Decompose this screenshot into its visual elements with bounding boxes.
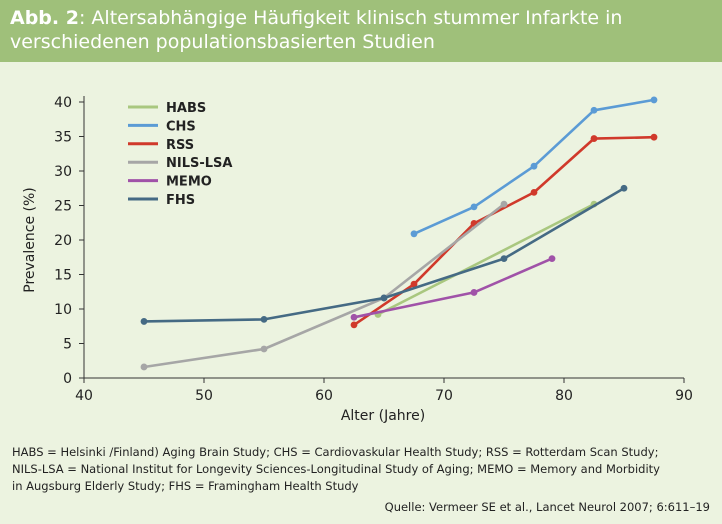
source-citation: Quelle: Vermeer SE et al., Lancet Neurol…	[384, 500, 710, 514]
legend-label: CHS	[166, 119, 196, 134]
y-tick-label: 10	[54, 302, 72, 318]
data-point	[470, 289, 478, 296]
y-tick-label: 20	[54, 233, 72, 249]
abbreviation-footnote: HABS = Helsinki /Finland) Aging Brain St…	[12, 444, 712, 495]
figure-title-block: Abb. 2: Altersabhängige Häufigkeit klini…	[10, 6, 710, 54]
data-point	[140, 363, 148, 371]
y-tick-label: 25	[54, 199, 72, 215]
figure-title: Altersabhängige Häufigkeit klinisch stum…	[10, 7, 623, 53]
chart-legend: HABS CHS RSS NILS-LSA MEMO FHS	[128, 101, 232, 208]
data-point	[650, 96, 658, 104]
series-line	[353, 135, 655, 326]
y-tick-label: 40	[54, 95, 72, 111]
data-point	[530, 188, 538, 196]
data-point	[350, 313, 358, 321]
series-line	[377, 202, 595, 316]
data-point	[350, 321, 358, 329]
data-point	[650, 133, 658, 141]
y-tick-label: 30	[54, 164, 72, 180]
data-point	[548, 255, 556, 263]
x-tick-label: 90	[675, 388, 693, 404]
data-point	[410, 230, 418, 238]
x-tick-label: 60	[315, 388, 333, 404]
legend-label: HABS	[166, 101, 206, 116]
chart-axes: 0 5 10 15 20 25 30 35 40 40 50 60 70 80 90	[54, 95, 693, 404]
y-tick-label: 0	[63, 371, 72, 387]
data-point	[530, 162, 538, 170]
legend-label: FHS	[166, 193, 195, 208]
y-tick-label: 5	[63, 337, 72, 353]
series-line	[143, 187, 625, 323]
figure-label-separator: :	[78, 7, 86, 29]
series-fhs	[140, 184, 628, 325]
y-axis-label: Prevalence (%)	[22, 187, 38, 293]
series-line	[353, 257, 553, 319]
legend-label: MEMO	[166, 175, 212, 190]
series-memo	[350, 255, 556, 321]
data-point	[500, 200, 508, 208]
data-point	[410, 280, 418, 288]
data-point	[140, 318, 148, 325]
x-axis-label: Alter (Jahre)	[341, 408, 425, 424]
legend-label: RSS	[166, 138, 194, 153]
data-point	[470, 203, 478, 211]
x-tick-label: 50	[195, 388, 213, 404]
series-line	[143, 203, 505, 369]
footnote-line: in Augsburg Elderly Study; FHS = Framing…	[12, 479, 359, 493]
y-tick-label: 15	[54, 268, 72, 284]
chart-series-lines	[140, 96, 658, 371]
data-point	[590, 106, 598, 114]
footnote-line: NILS-LSA = National Institut for Longevi…	[12, 462, 660, 476]
data-point	[590, 135, 598, 142]
figure-header: Abb. 2: Altersabhängige Häufigkeit klini…	[0, 0, 722, 62]
x-tick-label: 40	[75, 388, 93, 404]
series-rss	[350, 133, 658, 329]
figure-label: Abb. 2	[10, 7, 79, 29]
data-point	[260, 345, 268, 353]
data-point	[380, 294, 388, 302]
prevalence-line-chart: 0 5 10 15 20 25 30 35 40 40 50 60 70 80 90 HABS CHS RSS N…	[22, 95, 693, 424]
legend-label: NILS-LSA	[166, 156, 232, 171]
data-point	[500, 255, 508, 263]
x-tick-label: 70	[435, 388, 453, 404]
series-nils-lsa	[140, 200, 508, 371]
footnote-line: HABS = Helsinki /Finland) Aging Brain St…	[12, 445, 659, 459]
data-point	[620, 184, 628, 192]
x-tick-label: 80	[555, 388, 573, 404]
y-tick-label: 35	[54, 130, 72, 146]
data-point	[260, 315, 268, 323]
series-chs	[410, 96, 658, 238]
